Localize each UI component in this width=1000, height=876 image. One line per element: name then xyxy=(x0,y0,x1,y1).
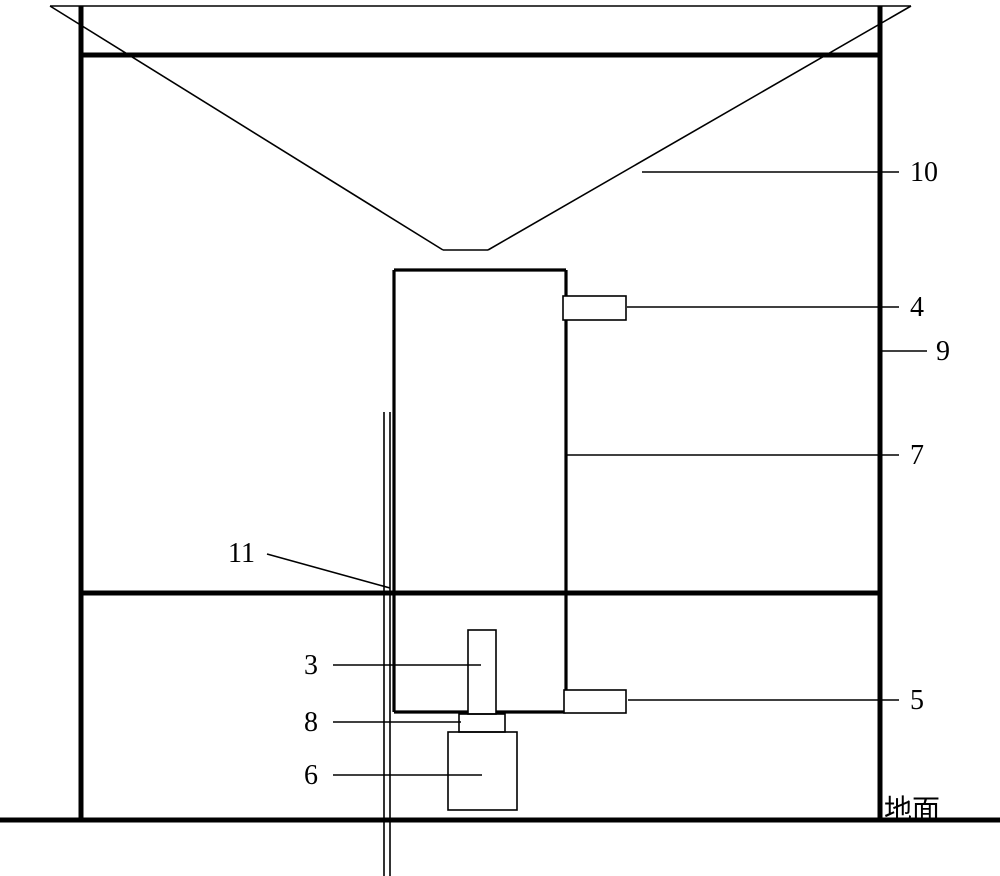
small-tube xyxy=(468,630,496,714)
funnel-left xyxy=(50,6,443,250)
lower-box xyxy=(448,732,517,810)
joint-block xyxy=(459,714,505,732)
sensor-top xyxy=(563,296,626,320)
funnel-right xyxy=(488,6,911,250)
label-l9: 9 xyxy=(936,336,950,368)
label-l10: 10 xyxy=(910,157,938,189)
label-ground: 地面 xyxy=(884,788,940,828)
label-l8: 8 xyxy=(304,707,318,739)
diagram-svg xyxy=(0,0,1000,876)
sensor-bottom xyxy=(564,690,626,713)
label-l7: 7 xyxy=(910,440,924,472)
label-l11: 11 xyxy=(228,538,255,570)
label-l3: 3 xyxy=(304,650,318,682)
label-l4: 4 xyxy=(910,292,924,324)
label-l5: 5 xyxy=(910,685,924,717)
label-l6: 6 xyxy=(304,760,318,792)
pipe-gap xyxy=(385,412,390,876)
leader-l11 xyxy=(267,554,390,588)
